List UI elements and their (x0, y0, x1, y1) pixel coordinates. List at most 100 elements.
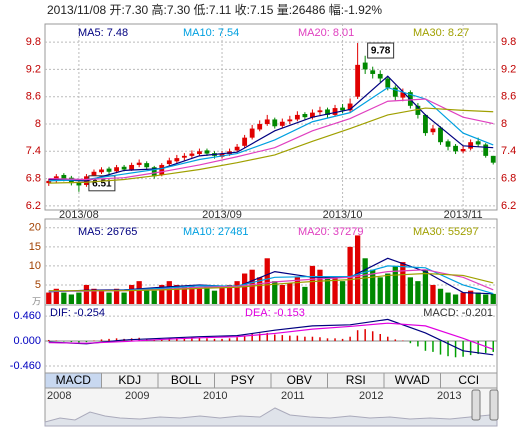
y-tick-label: 9.2 (26, 63, 41, 75)
candle-body (438, 127, 443, 143)
candle-body (76, 182, 82, 186)
y-tick-label: 8 (501, 118, 507, 130)
candle-body (219, 153, 225, 157)
volume-bar (241, 273, 248, 304)
candle-body (377, 73, 383, 79)
volume-bar (324, 277, 331, 304)
y-tick-label: 9.2 (501, 63, 516, 75)
candle-body (483, 144, 489, 156)
tab-label[interactable]: KDJ (118, 373, 141, 387)
candle-body (99, 169, 104, 173)
y-tick-label: 6.8 (26, 173, 41, 185)
volume-bar (452, 294, 459, 304)
candle-body (279, 121, 285, 126)
legend-entry: MA10: 7.54 (183, 27, 239, 39)
candle-body (114, 167, 119, 172)
volume-bar (475, 292, 481, 304)
y-tick-label: 20 (29, 222, 41, 234)
volume-bar (121, 292, 127, 304)
volume-bar (257, 277, 263, 304)
navigator-year: 2009 (125, 390, 149, 402)
volume-bar (91, 288, 97, 304)
volume-bar (377, 277, 383, 304)
volume-bar (264, 258, 270, 304)
candle-body (204, 150, 210, 154)
candle-body (91, 171, 97, 176)
price-frame (44, 23, 498, 211)
volume-bar (128, 284, 135, 304)
tab-label[interactable]: PSY (231, 373, 255, 387)
volume-bar (204, 284, 210, 304)
volume-bar (166, 281, 172, 304)
candle-body (129, 164, 135, 170)
y-tick-label: 8.6 (501, 91, 516, 103)
candle-body (136, 162, 142, 165)
navigator-handle[interactable] (489, 389, 499, 421)
legend-entry: DIF: -0.254 (50, 307, 105, 319)
volume-bar (430, 284, 436, 304)
line-series (48, 272, 494, 292)
volume-bar (302, 286, 308, 304)
tab-label[interactable]: WVAD (395, 373, 430, 387)
candle-body (249, 128, 255, 138)
candle-body (302, 113, 308, 118)
volume-bar (196, 288, 203, 304)
y-tick-label: 9.8 (26, 36, 41, 48)
candle-body (294, 114, 300, 120)
volume-bar (46, 292, 52, 304)
tab-label[interactable]: CCI (458, 373, 479, 387)
candle-body (317, 110, 323, 113)
volume-bar (362, 258, 368, 304)
navigator-year: 2013 (437, 390, 461, 402)
tab-label[interactable]: RSI (346, 373, 366, 387)
candle-body (174, 158, 180, 162)
candle-body (234, 146, 240, 151)
candle-body (272, 119, 278, 127)
candle-body (257, 124, 263, 130)
tab[interactable] (440, 372, 498, 389)
y-tick-label: 7.4 (26, 145, 41, 157)
legend-entry: MA30: 55297 (413, 226, 478, 238)
annotation-box (367, 42, 395, 59)
candle-body (423, 114, 428, 134)
line-series (48, 318, 494, 356)
volume-bar (385, 273, 391, 304)
candle-body (453, 145, 458, 152)
x-tick-label: 2013/10 (323, 209, 363, 221)
volume-bar (407, 277, 414, 304)
volume-bar (309, 265, 316, 304)
tab-label[interactable]: MACD (56, 373, 92, 387)
candle-body (475, 141, 481, 145)
legend-entry: MACD: -0.201 (423, 307, 493, 319)
y-tick-label: 6.8 (501, 173, 516, 185)
legend-entry: MA10: 27481 (183, 226, 248, 238)
y-tick-label: 8.6 (26, 91, 41, 103)
x-tick-label: 2013/11 (444, 209, 483, 221)
annotation: 9.78 (371, 46, 391, 57)
navigator-year: 2011 (281, 390, 305, 402)
candle-body (106, 168, 112, 172)
x-tick-label: 2013/08 (59, 209, 99, 221)
volume-bar (400, 262, 406, 304)
volume-bar (219, 286, 225, 304)
y-tick-label: 6.2 (501, 200, 516, 212)
tab-label[interactable]: OBV (287, 373, 312, 387)
tab-label[interactable]: BOLL (171, 373, 202, 387)
volume-bar (136, 281, 142, 304)
volume-bar (174, 284, 180, 304)
candle-body (166, 160, 172, 165)
volume-bar (317, 269, 323, 304)
navigator-handle[interactable] (471, 389, 481, 421)
navigator-year: 2010 (203, 390, 227, 402)
annotation: 6.51 (92, 178, 112, 189)
volume-bar (490, 293, 496, 304)
candle-body (415, 105, 421, 115)
candle-body (181, 155, 187, 158)
volume-bar (460, 292, 466, 304)
volume-bar (415, 281, 421, 304)
y-tick-label: 15 (29, 241, 41, 253)
volume-bar (151, 290, 157, 304)
volume-bar (83, 284, 90, 304)
